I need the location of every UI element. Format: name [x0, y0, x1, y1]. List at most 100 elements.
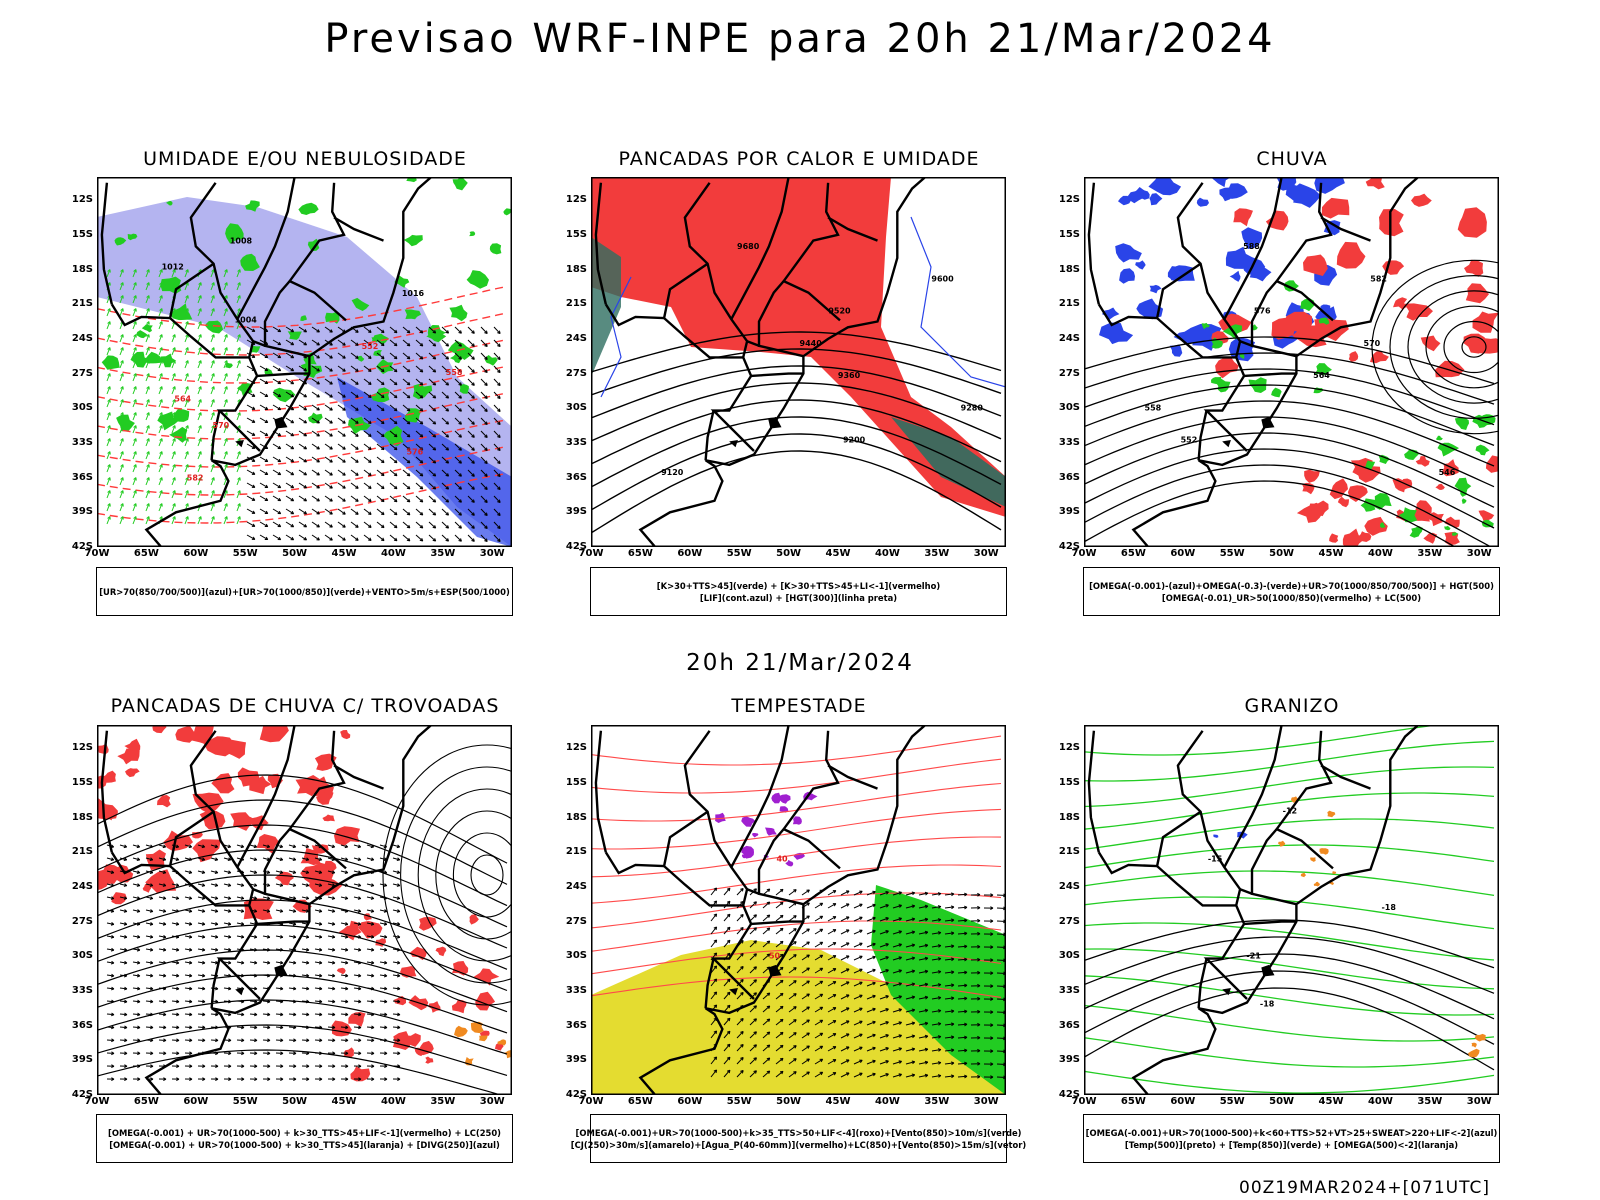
longitude-tick: 65W	[1120, 548, 1146, 559]
longitude-tick: 65W	[133, 1096, 159, 1107]
longitude-axis: 70W 65W 60W 55W 50W 45W 40W 35W 30W	[579, 1096, 1006, 1110]
longitude-axis: 70W 65W 60W 55W 50W 45W 40W 35W 30W	[579, 548, 1006, 562]
latitude-tick: 27S	[1058, 367, 1080, 379]
latitude-tick: 30S	[1058, 950, 1080, 962]
latitude-tick: 12S	[71, 194, 93, 206]
latitude-tick: 21S	[71, 298, 93, 310]
latitude-tick: 30S	[71, 402, 93, 414]
longitude-tick: 65W	[627, 548, 653, 559]
map-fields	[591, 177, 1006, 547]
map-fields	[97, 725, 512, 1095]
latitude-tick: 18S	[1058, 811, 1080, 823]
map-frame	[1084, 725, 1499, 1095]
longitude-tick: 45W	[1318, 1096, 1344, 1107]
longitude-tick: 55W	[1219, 1096, 1245, 1107]
contour-label: 9120	[661, 468, 684, 477]
main-title: Previsao WRF-INPE para 20h 21/Mar/2024	[324, 16, 1276, 62]
latitude-tick: 42S	[565, 1089, 587, 1100]
map-frame	[97, 177, 512, 547]
contour-label: 1012	[162, 263, 184, 272]
latitude-axis: 12S 15S 18S 21S 24S 27S 30S 33S 36S 39S 42S	[63, 177, 93, 552]
latitude-tick: 15S	[565, 776, 587, 788]
latitude-tick: 27S	[71, 915, 93, 927]
legend-granizo: [OMEGA(-0.001)+UR>70(1000-500)+k<60+TTS>…	[1083, 1114, 1500, 1163]
map-tempestade: 40 50	[591, 725, 1006, 1095]
longitude-tick: 50W	[282, 548, 308, 559]
longitude-tick: 50W	[1269, 548, 1295, 559]
latitude-tick: 15S	[565, 228, 587, 240]
longitude-tick: 35W	[924, 1096, 950, 1107]
longitude-tick: 55W	[232, 1096, 258, 1107]
longitude-tick: 45W	[331, 1096, 357, 1107]
legend-line: [CJ(250)>30m/s](amarelo)+[Agua_P(40-60mm…	[570, 1139, 1027, 1150]
longitude-tick: 45W	[825, 548, 851, 559]
map-frame	[591, 177, 1006, 547]
latitude-tick: 42S	[1058, 541, 1080, 552]
latitude-tick: 12S	[565, 742, 587, 754]
latitude-tick: 39S	[71, 1054, 93, 1066]
latitude-tick: 21S	[1058, 298, 1080, 310]
longitude-tick: 30W	[479, 1096, 505, 1107]
longitude-tick: 65W	[133, 548, 159, 559]
map-frame	[591, 725, 1006, 1095]
contour-label: 40	[776, 855, 788, 864]
panel-title: UMIDADE E/OU NEBULOSIDADE	[143, 148, 467, 170]
latitude-tick: 21S	[565, 846, 587, 858]
panel-title: CHUVA	[1256, 148, 1328, 170]
longitude-tick: 35W	[430, 1096, 456, 1107]
legend-chuva: [OMEGA(-0.001)-(azul)+OMEGA(-0.3)-(verde…	[1083, 567, 1500, 616]
contour-label: -21	[1246, 951, 1261, 960]
latitude-tick: 36S	[71, 1019, 93, 1031]
contour-label: 558	[446, 368, 463, 377]
longitude-tick: 70W	[578, 548, 604, 559]
longitude-tick: 45W	[825, 1096, 851, 1107]
legend-line: [OMEGA(-0.01)_UR>50(1000/850)(vermelho) …	[1161, 592, 1422, 603]
longitude-tick: 60W	[183, 548, 209, 559]
legend-line: [OMEGA(-0.001)+UR>70(1000-500)+k<60+TTS>…	[1085, 1127, 1498, 1138]
run-timestamp: 00Z19MAR2024+[071UTC]	[1239, 1178, 1490, 1198]
longitude-tick: 45W	[331, 548, 357, 559]
latitude-tick: 39S	[71, 506, 93, 518]
legend-umidade: [UR>70(850/700/500)](azul)+[UR>70(1000/8…	[96, 567, 513, 616]
contour-label: 558	[1145, 403, 1162, 412]
latitude-tick: 36S	[71, 471, 93, 483]
latitude-tick: 24S	[71, 880, 93, 892]
contour-label: -15	[1208, 855, 1223, 864]
map-fields	[591, 725, 1006, 1095]
legend-line: [OMEGA(-0.001) + UR>70(1000-500) + k>30_…	[109, 1139, 500, 1150]
latitude-tick: 27S	[565, 915, 587, 927]
panel-title: TEMPESTADE	[731, 695, 867, 717]
latitude-tick: 12S	[1058, 194, 1080, 206]
latitude-tick: 42S	[1058, 1089, 1080, 1100]
longitude-tick: 60W	[183, 1096, 209, 1107]
longitude-tick: 55W	[232, 548, 258, 559]
map-pancadas-trovoadas	[97, 725, 512, 1095]
map-fields	[1084, 725, 1495, 1095]
latitude-tick: 18S	[565, 811, 587, 823]
latitude-tick: 42S	[71, 541, 93, 552]
longitude-tick: 50W	[282, 1096, 308, 1107]
longitude-axis: 70W 65W 60W 55W 50W 45W 40W 35W 30W	[1072, 548, 1499, 562]
latitude-tick: 30S	[565, 950, 587, 962]
longitude-tick: 30W	[1466, 1096, 1492, 1107]
latitude-tick: 33S	[1058, 436, 1080, 448]
contour-label: 546	[1439, 468, 1456, 477]
contour-label: 9680	[737, 242, 760, 251]
latitude-tick: 27S	[1058, 915, 1080, 927]
contour-label: -18	[1260, 1000, 1275, 1009]
latitude-tick: 27S	[71, 367, 93, 379]
latitude-tick: 18S	[1058, 263, 1080, 275]
contour-label: 9440	[800, 339, 823, 348]
longitude-axis: 70W 65W 60W 55W 50W 45W 40W 35W 30W	[1072, 1096, 1499, 1110]
contour-label: 50	[769, 951, 781, 960]
longitude-tick: 50W	[776, 548, 802, 559]
contour-label: -12	[1283, 806, 1297, 815]
legend-line: [OMEGA(-0.001)-(azul)+OMEGA(-0.3)-(verde…	[1089, 580, 1494, 591]
contour-label: 564	[1313, 371, 1330, 380]
latitude-tick: 39S	[565, 1054, 587, 1066]
latitude-tick: 15S	[71, 776, 93, 788]
longitude-tick: 30W	[973, 548, 999, 559]
latitude-tick: 24S	[565, 880, 587, 892]
longitude-tick: 45W	[1318, 548, 1344, 559]
latitude-axis: 12S 15S 18S 21S 24S 27S 30S 33S 36S 39S 42S	[557, 725, 587, 1100]
